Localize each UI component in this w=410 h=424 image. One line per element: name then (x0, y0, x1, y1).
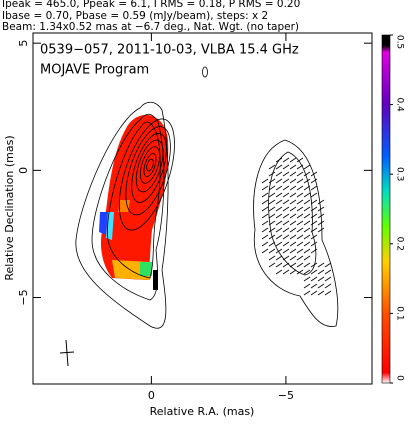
header-line: Ipeak = 465.0, Ppeak = 6.1, I RMS = 0.18… (2, 0, 300, 10)
colorbar-tick-label: 0.2 (395, 237, 405, 251)
colorbar (381, 34, 391, 384)
x-axis-label: Relative R.A. (mas) (150, 405, 255, 418)
header-line: Beam: 1.34x0.52 mas at −6.7 deg., Nat. W… (2, 21, 299, 33)
chart-title: 0539−057, 2011-10-03, VLBA 15.4 GHz (40, 43, 299, 58)
header-line: Ibase = 0.70, Pbase = 0.59 (mJy/beam), s… (2, 10, 268, 22)
colorbar-tick-label: 0.1 (395, 306, 405, 320)
chart-subtitle: MOJAVE Program (40, 63, 149, 78)
x-tick-label: −5 (278, 389, 294, 402)
y-tick-label: 0 (17, 167, 30, 174)
plot-frame (32, 32, 373, 385)
colorbar-tick-label: 0 (395, 375, 405, 381)
y-tick-label: 5 (17, 40, 30, 47)
colorbar-tick-label: 0.5 (395, 35, 405, 49)
y-axis-label: Relative Declination (mas) (3, 135, 16, 280)
y-tick-label: −5 (17, 289, 30, 305)
colorbar-tick-label: 0.4 (395, 97, 405, 112)
x-tick-label: 0 (148, 389, 155, 402)
colorbar-tick-label: 0.3 (395, 167, 405, 181)
contours (59, 66, 339, 367)
